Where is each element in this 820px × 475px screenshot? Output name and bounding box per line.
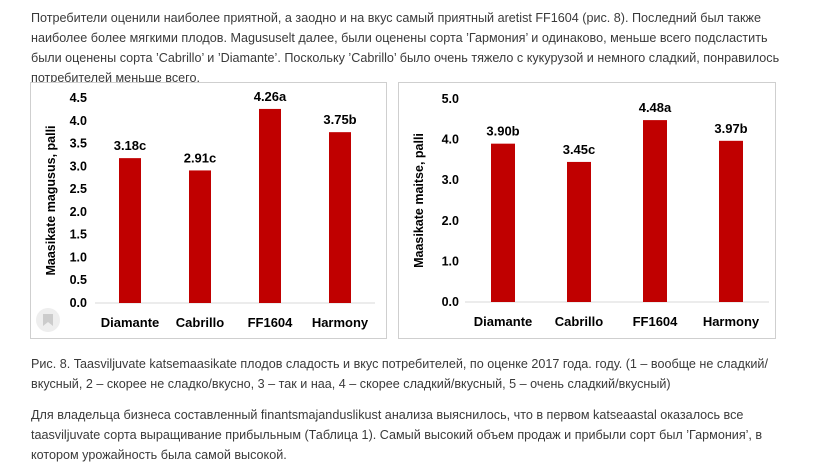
- intro-paragraph: Потребители оценили наиболее приятной, а…: [31, 11, 780, 85]
- figure-caption: Рис. 8. Taasviljuvate katsemaasikate пло…: [31, 357, 768, 391]
- data-label: 3.90b: [486, 124, 519, 139]
- taste-chart: Maasikate maitse, palli 0.0 1.0 2.0 3.0 4.0 5.…: [398, 82, 776, 339]
- bar-diamante: [491, 143, 515, 302]
- y-tick-label: 3.0: [70, 159, 87, 173]
- x-category-label: Diamante: [474, 314, 533, 329]
- data-label: 4.48a: [639, 100, 672, 115]
- x-category-label: Cabrillo: [555, 314, 603, 329]
- data-label: 3.75b: [323, 112, 356, 127]
- y-tick-label: 5.0: [442, 92, 459, 106]
- y-tick-label: 1.5: [70, 228, 87, 242]
- y-tick-label: 3.5: [70, 137, 87, 151]
- y-tick-label: 0.5: [70, 273, 87, 287]
- bar-diamante: [119, 158, 141, 303]
- data-label: 2.91c: [184, 150, 217, 165]
- y-tick-label: 4.0: [442, 133, 459, 147]
- bookmark-icon: [43, 314, 53, 326]
- x-category-label: Harmony: [312, 315, 369, 330]
- x-category-label: FF1604: [633, 314, 679, 329]
- bookmark-button[interactable]: [36, 308, 60, 332]
- y-tick-label: 0.0: [442, 295, 459, 309]
- taste-chart-svg: Maasikate maitse, palli 0.0 1.0 2.0 3.0 4.0 5.…: [412, 92, 769, 329]
- data-label: 3.45c: [563, 142, 596, 157]
- y-tick-label: 3.0: [442, 173, 459, 187]
- bar-cabrillo: [189, 170, 211, 303]
- x-category-label: Diamante: [101, 315, 160, 330]
- business-paragraph: Для владельца бизнеса составленный finan…: [31, 408, 763, 462]
- y-tick-label: 1.0: [70, 250, 87, 264]
- sweetness-chart: Maasikate magusus, palli 0.0 0.5 1.0 1.5 2.0 2…: [30, 82, 387, 339]
- y-tick-label: 4.5: [70, 91, 87, 105]
- sweetness-chart-svg: Maasikate magusus, palli 0.0 0.5 1.0 1.5 2.0 2…: [44, 89, 375, 330]
- y-tick-label: 0.0: [70, 296, 87, 310]
- bar-cabrillo: [567, 161, 591, 302]
- y-axis-title: Maasikate magusus, palli: [44, 125, 58, 275]
- data-label: 4.26a: [254, 89, 287, 104]
- data-label: 3.18c: [114, 138, 147, 153]
- y-tick-label: 2.0: [70, 205, 87, 219]
- y-tick-label: 4.0: [70, 114, 87, 128]
- y-tick-label: 2.0: [442, 214, 459, 228]
- bar-harmony: [329, 132, 351, 303]
- y-tick-label: 1.0: [442, 254, 459, 268]
- x-category-label: FF1604: [248, 315, 294, 330]
- data-label: 3.97b: [714, 121, 747, 136]
- bar-harmony: [719, 140, 743, 302]
- bar-ff1604: [259, 108, 281, 303]
- x-category-label: Harmony: [703, 314, 760, 329]
- y-tick-label: 2.5: [70, 182, 87, 196]
- y-axis-title: Maasikate maitse, palli: [412, 133, 426, 268]
- x-category-label: Cabrillo: [176, 315, 224, 330]
- bar-ff1604: [643, 120, 667, 302]
